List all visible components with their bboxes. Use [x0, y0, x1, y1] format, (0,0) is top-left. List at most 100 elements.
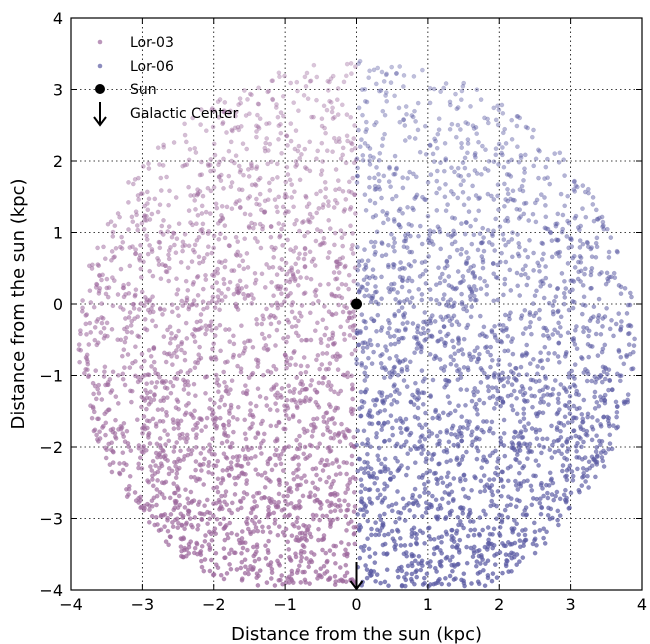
scatter-point — [566, 220, 572, 226]
scatter-point — [216, 115, 222, 120]
scatter-point — [118, 266, 124, 272]
scatter-point — [221, 156, 226, 162]
scatter-point — [195, 187, 200, 192]
scatter-point — [273, 502, 279, 508]
scatter-point — [445, 202, 450, 207]
scatter-point — [203, 533, 208, 538]
scatter-point — [309, 215, 315, 220]
scatter-point — [348, 406, 354, 412]
scatter-point — [390, 244, 396, 250]
scatter-point — [221, 186, 226, 191]
scatter-point — [344, 551, 349, 557]
scatter-point — [266, 477, 272, 483]
scatter-point — [619, 319, 624, 324]
scatter-point — [325, 78, 331, 84]
scatter-point — [504, 558, 510, 564]
scatter-point — [362, 466, 368, 472]
scatter-point — [397, 206, 403, 212]
scatter-point — [492, 562, 498, 567]
scatter-point — [578, 426, 584, 432]
scatter-point — [546, 350, 552, 356]
scatter-point — [280, 468, 286, 473]
scatter-point — [276, 491, 282, 497]
scatter-point — [349, 382, 355, 388]
scatter-point — [216, 389, 221, 395]
scatter-point — [600, 379, 605, 385]
scatter-point — [452, 216, 458, 221]
scatter-point — [561, 385, 567, 391]
scatter-point — [485, 168, 491, 173]
scatter-point — [568, 278, 574, 284]
scatter-point — [509, 254, 515, 260]
scatter-point — [182, 545, 187, 551]
scatter-point — [259, 271, 265, 277]
scatter-point — [327, 361, 333, 366]
scatter-point — [133, 247, 138, 252]
scatter-point — [438, 475, 444, 481]
scatter-point — [340, 152, 346, 158]
scatter-point — [561, 492, 567, 498]
scatter-point — [434, 481, 440, 487]
scatter-point — [299, 303, 305, 308]
scatter-point — [394, 418, 399, 423]
scatter-point — [325, 343, 331, 349]
scatter-point — [180, 248, 185, 254]
scatter-point — [399, 430, 404, 436]
scatter-point — [327, 79, 332, 85]
scatter-point — [555, 508, 561, 514]
scatter-point — [122, 326, 127, 332]
scatter-point — [138, 301, 144, 306]
scatter-point — [499, 150, 504, 156]
scatter-point — [408, 233, 413, 239]
scatter-point — [336, 354, 341, 359]
scatter-point — [391, 538, 397, 544]
scatter-point — [103, 445, 108, 451]
scatter-point — [379, 253, 385, 259]
scatter-point — [448, 410, 453, 416]
scatter-point — [126, 200, 131, 205]
scatter-point — [314, 97, 319, 103]
x-tick-label: −3 — [131, 595, 155, 614]
scatter-point — [580, 282, 586, 288]
legend-label-sun: Sun — [130, 82, 157, 98]
scatter-point — [378, 580, 383, 586]
scatter-point — [267, 456, 273, 461]
scatter-point — [180, 163, 185, 169]
scatter-point — [152, 392, 157, 397]
scatter-point — [366, 75, 372, 80]
scatter-point — [371, 244, 377, 249]
scatter-point — [294, 403, 300, 409]
scatter-point — [589, 437, 595, 443]
scatter-point — [521, 411, 527, 416]
scatter-point — [449, 508, 454, 514]
scatter-point — [304, 386, 310, 392]
scatter-point — [542, 176, 547, 181]
scatter-point — [455, 442, 461, 447]
scatter-point — [538, 496, 543, 502]
scatter-point — [248, 401, 253, 406]
scatter-point — [185, 496, 190, 502]
scatter-point — [215, 476, 221, 482]
scatter-point — [184, 520, 189, 526]
scatter-point — [422, 123, 428, 129]
scatter-point — [160, 513, 166, 518]
scatter-point — [253, 514, 258, 520]
scatter-point — [495, 262, 501, 268]
scatter-point — [330, 312, 335, 318]
scatter-point — [374, 397, 379, 402]
scatter-point — [529, 331, 534, 337]
scatter-point — [484, 459, 490, 465]
scatter-point — [349, 147, 355, 153]
scatter-point — [397, 536, 403, 541]
scatter-point — [549, 423, 554, 429]
scatter-point — [508, 174, 514, 179]
scatter-point — [471, 532, 477, 538]
scatter-point — [262, 210, 267, 215]
scatter-point — [389, 528, 395, 534]
scatter-point — [379, 427, 385, 433]
scatter-point — [209, 538, 215, 543]
scatter-point — [133, 344, 138, 350]
scatter-point — [182, 121, 187, 127]
scatter-point — [568, 490, 574, 496]
scatter-point — [584, 378, 590, 384]
